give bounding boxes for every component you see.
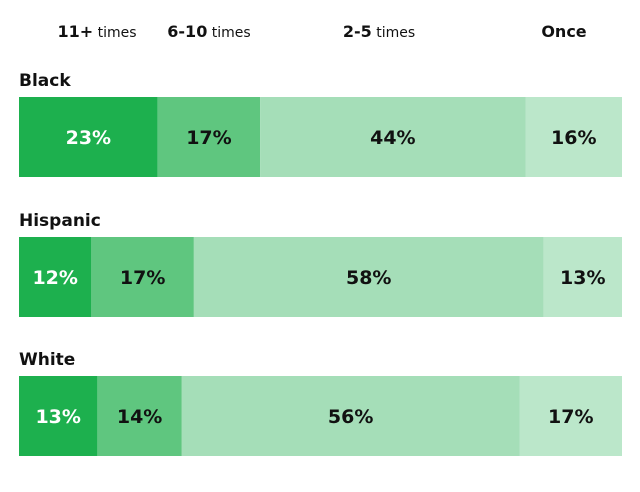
bar-row-black: Black 23% 17% 44% 16% [19, 71, 622, 177]
data-label-hispanic-11plus: 12% [32, 267, 77, 289]
legend-11plus-main: 11+ [57, 22, 93, 41]
category-label-black: Black [19, 71, 71, 91]
data-label-black-2-5: 44% [370, 127, 415, 149]
data-label-hispanic-6-10: 17% [120, 267, 165, 289]
bar-segment-hispanic-2-5 [193, 237, 544, 317]
bar-segment-black-6-10 [157, 97, 261, 177]
bar-segment-hispanic-11plus [19, 237, 92, 317]
legend-6-10: 6-10 times [167, 22, 250, 41]
bar-row-hispanic: Hispanic 12% 17% 58% 13% [19, 211, 622, 317]
data-label-white-11plus: 13% [35, 406, 80, 428]
legend-6-10-main: 6-10 [167, 22, 207, 41]
legend-2-5: 2-5 times [343, 22, 415, 41]
legend-11plus-unit: times [93, 25, 136, 41]
bar-segment-white-2-5 [181, 376, 520, 456]
data-label-white-once: 17% [548, 406, 593, 428]
category-label-hispanic: Hispanic [19, 211, 101, 231]
data-label-hispanic-once: 13% [560, 267, 605, 289]
bar-segment-white-6-10 [97, 376, 182, 456]
data-label-hispanic-2-5: 58% [346, 267, 391, 289]
bar-segment-black-once [525, 97, 622, 177]
bar-segment-black-2-5 [260, 97, 526, 177]
bar-segment-white-once [519, 376, 622, 456]
category-label-white: White [19, 350, 75, 370]
data-label-white-2-5: 56% [328, 406, 373, 428]
legend-11plus: 11+ times [57, 22, 136, 41]
legend-6-10-unit: times [207, 25, 250, 41]
data-label-white-6-10: 14% [117, 406, 162, 428]
data-label-black-6-10: 17% [186, 127, 231, 149]
bar-segment-black-11plus [19, 97, 158, 177]
bar-segment-hispanic-6-10 [91, 237, 194, 317]
legend-2-5-unit: times [372, 25, 415, 41]
data-label-black-11plus: 23% [66, 127, 111, 149]
legend-once: Once [541, 22, 586, 41]
data-label-black-once: 16% [551, 127, 596, 149]
legend-once-main: Once [541, 22, 586, 41]
bar-segment-hispanic-once [543, 237, 622, 317]
legend-2-5-main: 2-5 [343, 22, 372, 41]
bar-segment-white-11plus [19, 376, 98, 456]
bar-row-white: White 13% 14% 56% 17% [19, 350, 622, 456]
